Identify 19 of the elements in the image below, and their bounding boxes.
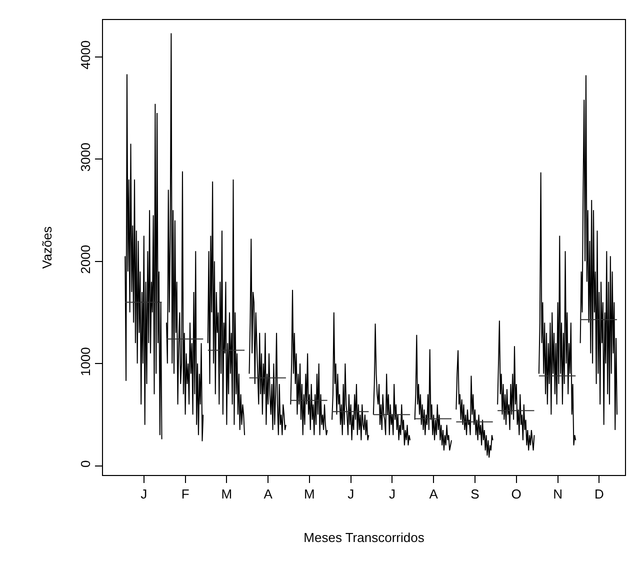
- x-tick-label: S: [470, 486, 480, 502]
- x-tick-label: M: [221, 486, 232, 502]
- x-tick-label: J: [348, 486, 354, 502]
- y-tick-label: 3000: [78, 142, 93, 172]
- x-axis-title: Meses Transcorridos: [304, 530, 425, 546]
- x-tick-label: O: [511, 486, 522, 502]
- x-tick-label: F: [181, 486, 190, 502]
- x-tick-label: N: [553, 486, 562, 502]
- x-tick-label: A: [429, 486, 438, 502]
- x-tick-label: J: [388, 486, 396, 502]
- y-tick-label: 1000: [78, 347, 93, 376]
- x-tick-label: M: [304, 486, 315, 502]
- x-tick-label: J: [140, 486, 148, 502]
- y-tick-label: 4000: [78, 40, 93, 70]
- x-tick-label: D: [594, 486, 604, 502]
- y-tick-label: 2000: [78, 244, 93, 274]
- x-tick-label: A: [264, 486, 273, 502]
- y-tick-label: 0: [78, 460, 93, 468]
- y-axis-title: Vazões: [40, 226, 55, 269]
